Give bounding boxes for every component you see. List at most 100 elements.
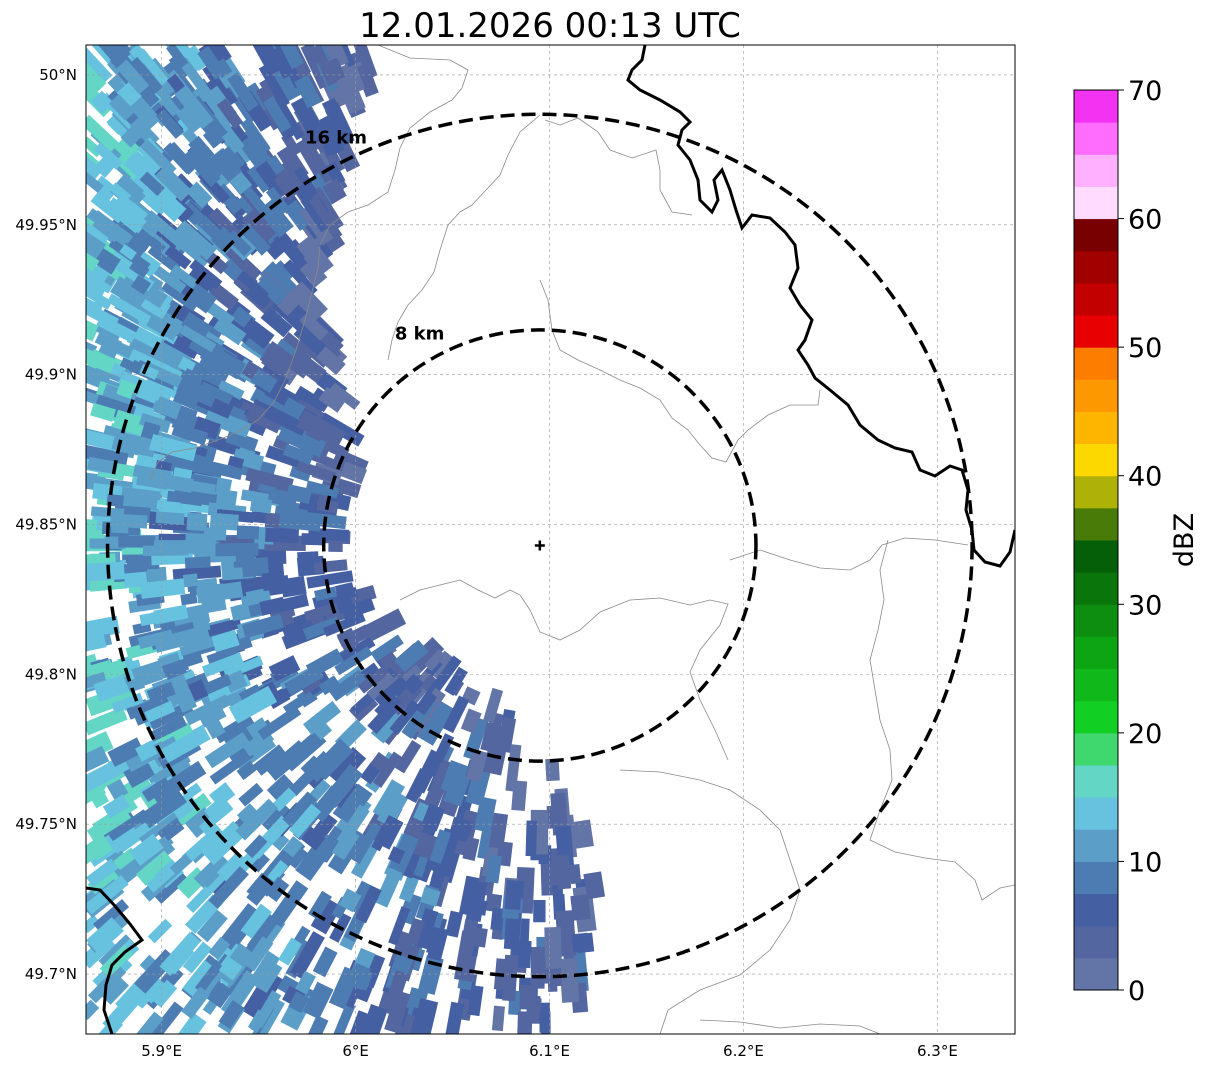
colorbar-tick-label: 30 — [1128, 590, 1162, 621]
map-panel[interactable]: 8 km 16 km 5.9°E 6°E 6.1°E 6.2°E 6.3°E 50°N 49… — [15, 26, 1016, 1060]
reflectivity-gate — [100, 383, 137, 411]
reflectivity-gate — [150, 979, 178, 1008]
reflectivity-gate — [346, 962, 371, 991]
reflectivity-gate — [267, 860, 289, 883]
graticule — [86, 45, 1015, 1034]
reflectivity-gate — [129, 833, 164, 866]
reflectivity-gate — [372, 779, 406, 820]
reflectivity-gate — [269, 45, 301, 79]
reflectivity-gate — [266, 773, 294, 801]
reflectivity-gate — [262, 96, 292, 133]
reflectivity-gate — [331, 45, 356, 68]
reflectivity-gate — [102, 794, 131, 819]
reflectivity-gate — [182, 782, 203, 801]
reflectivity-gate — [321, 97, 355, 147]
reflectivity-gate — [92, 214, 123, 243]
reflectivity-gate — [288, 803, 322, 839]
longitude-tick-label: 6.3°E — [917, 1042, 958, 1060]
colorbar-swatch — [1074, 732, 1118, 766]
reflectivity-gate — [204, 795, 234, 825]
reflectivity-gate — [293, 325, 330, 360]
reflectivity-gate — [313, 559, 348, 574]
reflectivity-gate — [123, 759, 156, 789]
reflectivity-gate — [384, 989, 411, 1034]
reflectivity-gate — [288, 991, 310, 1014]
longitude-ticks: 5.9°E 6°E 6.1°E 6.2°E 6.3°E — [141, 1042, 958, 1060]
reflectivity-gate — [266, 154, 285, 175]
reflectivity-gate — [302, 616, 341, 640]
reflectivity-gate — [261, 571, 280, 592]
radar-site-marker — [534, 540, 545, 551]
reflectivity-gate — [140, 139, 177, 176]
reflectivity-gate — [271, 787, 297, 812]
reflectivity-gate — [429, 829, 452, 864]
reflectivity-gate — [555, 854, 572, 890]
reflectivity-gate — [227, 455, 245, 469]
reflectivity-gate — [86, 161, 104, 193]
reflectivity-gate — [311, 45, 338, 87]
reflectivity-gate — [201, 45, 232, 66]
reflectivity-gate — [282, 259, 318, 297]
reflectivity-gate — [302, 981, 334, 1020]
reflectivity-gate — [106, 293, 152, 325]
reflectivity-gate — [151, 766, 174, 785]
reflectivity-gate — [312, 738, 354, 781]
reflectivity-gate — [132, 103, 160, 132]
reflectivity-gate — [539, 1011, 551, 1033]
reflectivity-gate — [116, 81, 142, 108]
reflectivity-gate — [583, 871, 606, 900]
reflectivity-gate — [491, 1005, 505, 1032]
reflectivity-gate — [86, 914, 101, 934]
reflectivity-gate — [140, 578, 186, 599]
reflectivity-gate — [139, 788, 187, 829]
reflectivity-gate — [349, 45, 378, 80]
reflectivity-gate — [206, 646, 239, 666]
reflectivity-gate — [414, 690, 438, 716]
reflectivity-gate — [154, 164, 192, 202]
reflectivity-gate — [328, 669, 367, 702]
reflectivity-gate — [210, 226, 236, 252]
admin-line-6 — [729, 537, 969, 571]
map-frame — [85, 44, 1016, 1035]
reflectivity-gate — [204, 732, 251, 769]
reflectivity-gate — [183, 147, 221, 188]
reflectivity-gate — [445, 910, 464, 938]
reflectivity-gate — [282, 791, 318, 828]
colorbar-swatch — [1074, 154, 1118, 187]
colorbar-swatch — [1074, 250, 1118, 284]
longitude-tick-label: 6.1°E — [529, 1042, 570, 1060]
reflectivity-gate — [107, 737, 145, 767]
reflectivity-gate — [146, 865, 176, 893]
colorbar-swatch — [1074, 636, 1118, 670]
reflectivity-gate — [282, 331, 311, 358]
reflectivity-gate — [277, 422, 327, 458]
reflectivity-gate — [374, 692, 402, 720]
reflectivity-gate — [383, 970, 409, 1012]
latitude-ticks: 50°N 49.95°N 49.9°N 49.85°N 49.8°N 49.75°N 49.… — [15, 66, 77, 983]
reflectivity-gate — [86, 114, 120, 152]
reflectivity-gate — [120, 126, 142, 148]
colorbar-swatch — [1074, 893, 1118, 927]
reflectivity-gate — [86, 731, 114, 766]
reflectivity-gate — [259, 596, 286, 616]
reflectivity-gate — [283, 664, 324, 696]
reflectivity-gate — [364, 608, 407, 642]
reflectivity-gate — [86, 706, 128, 736]
reflectivity-gate — [328, 382, 361, 410]
reflectivity-gate — [295, 180, 318, 203]
reflectivity-gate — [110, 276, 149, 310]
reflectivity-gate — [311, 451, 351, 475]
reflectivity-gate — [176, 693, 198, 713]
reflectivity-gate — [240, 317, 275, 350]
reflectivity-gate — [351, 822, 382, 864]
reflectivity-gate — [86, 999, 100, 1021]
reflectivity-gate — [517, 1011, 533, 1034]
colorbar-frame — [1073, 89, 1119, 991]
reflectivity-gate — [265, 445, 306, 470]
reflectivity-gate — [160, 279, 200, 312]
reflectivity-gate — [188, 679, 209, 702]
colorbar-ticks: 0 10 20 30 40 50 60 70 — [1118, 76, 1162, 1007]
colorbar-tick-label: 0 — [1128, 976, 1145, 1007]
reflectivity-gate — [483, 687, 504, 724]
reflectivity-gate — [160, 730, 202, 763]
